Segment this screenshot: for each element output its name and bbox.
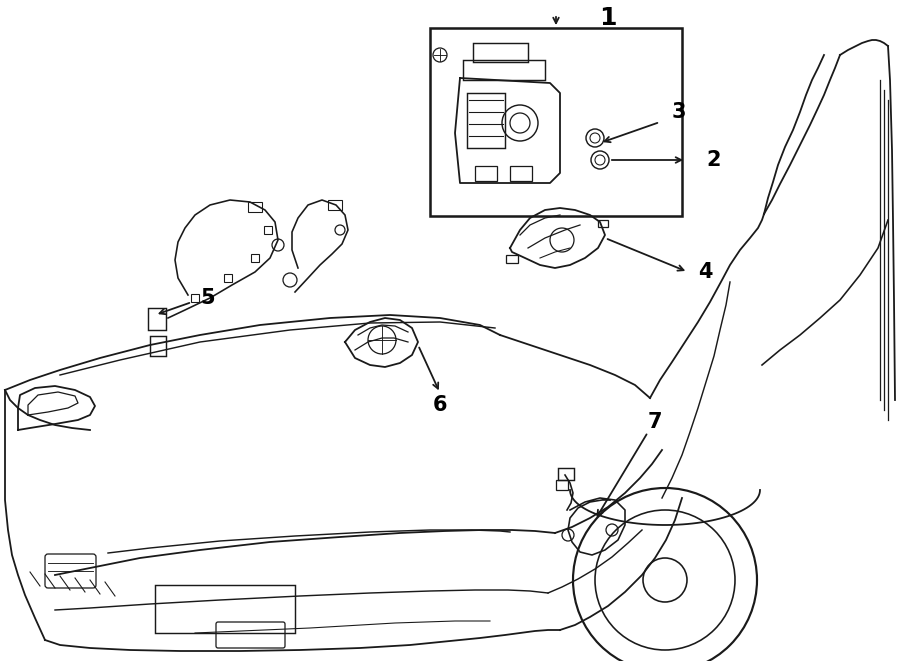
Bar <box>506 255 518 263</box>
Bar <box>148 308 166 330</box>
Bar <box>558 468 574 480</box>
Bar <box>598 220 608 227</box>
Text: 6: 6 <box>433 395 447 415</box>
Bar <box>264 226 272 234</box>
Bar <box>155 585 295 633</box>
Bar <box>150 336 166 356</box>
Text: 1: 1 <box>599 6 616 30</box>
Bar <box>251 254 259 262</box>
Bar <box>510 166 532 181</box>
Bar <box>473 43 528 62</box>
Bar <box>430 28 682 216</box>
Bar <box>248 202 262 212</box>
Text: 3: 3 <box>672 102 687 122</box>
Text: 4: 4 <box>698 262 713 282</box>
Bar <box>463 60 545 80</box>
Text: 7: 7 <box>648 412 662 432</box>
Bar <box>328 200 342 210</box>
Bar <box>556 480 568 490</box>
Bar <box>191 294 199 302</box>
Text: 5: 5 <box>200 288 214 308</box>
Bar <box>475 166 497 181</box>
Bar <box>467 93 505 148</box>
Bar <box>224 274 232 282</box>
Text: 2: 2 <box>706 150 721 170</box>
